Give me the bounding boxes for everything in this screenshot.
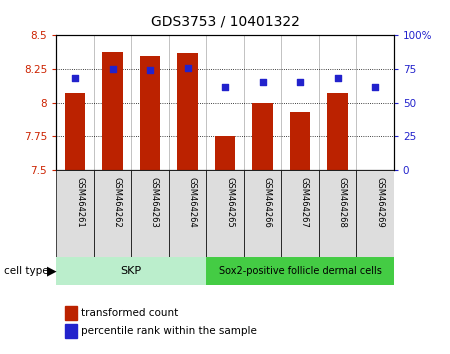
Text: percentile rank within the sample: percentile rank within the sample bbox=[81, 326, 257, 336]
Text: ▶: ▶ bbox=[47, 264, 57, 277]
Text: GSM464267: GSM464267 bbox=[300, 177, 309, 228]
Text: GSM464265: GSM464265 bbox=[225, 177, 234, 228]
Bar bbox=[56, 257, 206, 285]
Text: GSM464268: GSM464268 bbox=[338, 177, 346, 228]
Text: Sox2-positive follicle dermal cells: Sox2-positive follicle dermal cells bbox=[219, 266, 382, 276]
Text: GSM464263: GSM464263 bbox=[150, 177, 159, 228]
Point bbox=[221, 84, 229, 89]
Text: GSM464266: GSM464266 bbox=[262, 177, 271, 228]
Bar bbox=[215, 136, 235, 170]
Bar bbox=[206, 257, 394, 285]
Bar bbox=[102, 52, 123, 170]
Point bbox=[184, 65, 191, 70]
Bar bbox=[356, 170, 394, 257]
Text: cell type: cell type bbox=[4, 266, 49, 276]
Bar bbox=[206, 170, 244, 257]
Point bbox=[371, 84, 378, 89]
Point bbox=[146, 68, 153, 73]
Text: GSM464269: GSM464269 bbox=[375, 177, 384, 228]
Bar bbox=[56, 170, 94, 257]
Bar bbox=[131, 170, 169, 257]
Bar bbox=[177, 53, 198, 170]
Bar bbox=[65, 93, 86, 170]
Point bbox=[72, 76, 79, 81]
Text: SKP: SKP bbox=[121, 266, 142, 276]
Bar bbox=[319, 170, 356, 257]
Text: GSM464261: GSM464261 bbox=[75, 177, 84, 228]
Text: GDS3753 / 10401322: GDS3753 / 10401322 bbox=[151, 14, 299, 28]
Bar bbox=[94, 170, 131, 257]
Bar bbox=[244, 170, 281, 257]
Text: transformed count: transformed count bbox=[81, 308, 178, 318]
Text: GSM464262: GSM464262 bbox=[112, 177, 122, 228]
Bar bbox=[252, 103, 273, 170]
Point bbox=[109, 66, 116, 72]
Point bbox=[334, 76, 341, 81]
Point bbox=[259, 80, 266, 85]
Bar bbox=[327, 93, 348, 170]
Text: GSM464264: GSM464264 bbox=[188, 177, 197, 228]
Bar bbox=[290, 112, 310, 170]
Bar bbox=[281, 170, 319, 257]
Point bbox=[297, 80, 304, 85]
Bar bbox=[140, 56, 160, 170]
Bar bbox=[169, 170, 206, 257]
